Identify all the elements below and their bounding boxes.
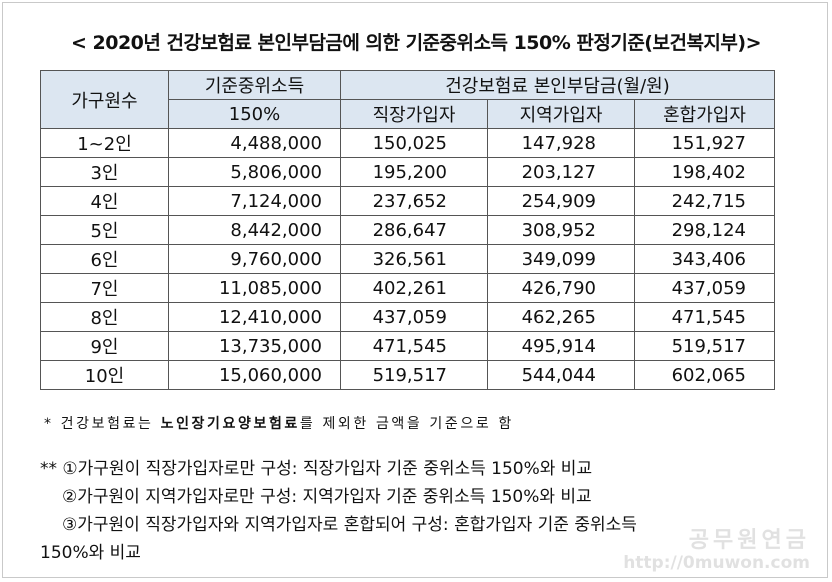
cell-regional: 462,265	[487, 302, 635, 332]
cell-median: 5,806,000	[168, 157, 341, 187]
cell-median: 8,442,000	[168, 215, 341, 245]
cell-mixed: 602,065	[634, 360, 775, 390]
table-row: 3인 5,806,000 195,200 203,127 198,402	[40, 157, 775, 187]
cell-household: 6인	[40, 244, 169, 274]
composition-note-2: ②가구원이 지역가입자로만 구성: 지역가입자 기준 중위소득 150%와 비교	[62, 487, 592, 507]
cell-employee: 326,561	[340, 244, 488, 274]
cell-mixed: 519,517	[634, 331, 775, 361]
premium-note: * 건강보험료는 노인장기요양보험료를 제외한 금액을 기준으로 함	[44, 413, 514, 433]
table-row: 8인 12,410,000 437,059 462,265 471,545	[40, 302, 775, 332]
header-premium-group: 건강보험료 본인부담금(월/원)	[340, 70, 775, 100]
income-criteria-table: 가구원수 기준중위소득 건강보험료 본인부담금(월/원) 150% 직장가입자 …	[40, 70, 775, 390]
header-household: 가구원수	[40, 70, 169, 129]
table-row: 5인 8,442,000 286,647 308,952 298,124	[40, 215, 775, 245]
cell-regional: 203,127	[487, 157, 635, 187]
cell-median: 13,735,000	[168, 331, 341, 361]
cell-regional: 254,909	[487, 186, 635, 216]
cell-employee: 195,200	[340, 157, 488, 187]
cell-mixed: 343,406	[634, 244, 775, 274]
table-row: 10인 15,060,000 519,517 544,044 602,065	[40, 360, 775, 390]
table-row: 9인 13,735,000 471,545 495,914 519,517	[40, 331, 775, 361]
cell-regional: 349,099	[487, 244, 635, 274]
cell-household: 8인	[40, 302, 169, 332]
cell-household: 10인	[40, 360, 169, 390]
cell-household: 5인	[40, 215, 169, 245]
table-row: 4인 7,124,000 237,652 254,909 242,715	[40, 186, 775, 216]
table-row: 1~2인 4,488,000 150,025 147,928 151,927	[40, 128, 775, 158]
table-header-row: 가구원수 기준중위소득 건강보험료 본인부담금(월/원)	[40, 70, 775, 129]
cell-median: 12,410,000	[168, 302, 341, 332]
header-regional: 지역가입자	[487, 99, 635, 129]
cell-mixed: 298,124	[634, 215, 775, 245]
composition-note-4: 150%와 비교	[40, 543, 141, 563]
cell-mixed: 471,545	[634, 302, 775, 332]
watermark-logo: 공무원연금	[688, 528, 810, 553]
watermark-url: http://0muwon.com	[623, 553, 810, 573]
header-median-line1: 기준중위소득	[168, 70, 341, 100]
table-row: 6인 9,760,000 326,561 349,099 343,406	[40, 244, 775, 274]
cell-regional: 147,928	[487, 128, 635, 158]
watermark: 공무원연금 http://0muwon.com	[623, 530, 810, 574]
cell-household: 1~2인	[40, 128, 169, 158]
header-employee: 직장가입자	[340, 99, 488, 129]
cell-regional: 308,952	[487, 215, 635, 245]
cell-mixed: 198,402	[634, 157, 775, 187]
cell-regional: 426,790	[487, 273, 635, 303]
cell-household: 4인	[40, 186, 169, 216]
cell-mixed: 437,059	[634, 273, 775, 303]
cell-household: 7인	[40, 273, 169, 303]
cell-mixed: 242,715	[634, 186, 775, 216]
cell-employee: 471,545	[340, 331, 488, 361]
cell-median: 9,760,000	[168, 244, 341, 274]
cell-median: 7,124,000	[168, 186, 341, 216]
composition-note-1: ** ①가구원이 직장가입자로만 구성: 직장가입자 기준 중위소득 150%와…	[40, 459, 593, 479]
cell-median: 11,085,000	[168, 273, 341, 303]
cell-regional: 544,044	[487, 360, 635, 390]
header-mixed: 혼합가입자	[634, 99, 775, 129]
page-title: < 2020년 건강보험료 본인부담금에 의한 기준중위소득 150% 판정기준…	[70, 32, 762, 54]
composition-notes: ** ①가구원이 직장가입자로만 구성: 직장가입자 기준 중위소득 150%와…	[40, 455, 800, 567]
cell-mixed: 151,927	[634, 128, 775, 158]
cell-household: 3인	[40, 157, 169, 187]
cell-employee: 519,517	[340, 360, 488, 390]
cell-employee: 150,025	[340, 128, 488, 158]
table-row: 7인 11,085,000 402,261 426,790 437,059	[40, 273, 775, 303]
cell-employee: 437,059	[340, 302, 488, 332]
cell-median: 4,488,000	[168, 128, 341, 158]
cell-employee: 286,647	[340, 215, 488, 245]
cell-employee: 237,652	[340, 186, 488, 216]
cell-employee: 402,261	[340, 273, 488, 303]
cell-median: 15,060,000	[168, 360, 341, 390]
header-median-line2: 150%	[168, 99, 341, 129]
premium-note-bold: 노인장기요양보험료	[160, 416, 300, 432]
cell-regional: 495,914	[487, 331, 635, 361]
cell-household: 9인	[40, 331, 169, 361]
premium-note-suffix: 를 제외한 금액을 기준으로 함	[299, 416, 514, 432]
premium-note-prefix: * 건강보험료는	[44, 416, 161, 432]
composition-note-3: ③가구원이 직장가입자와 지역가입자로 혼합되어 구성: 혼합가입자 기준 중위…	[62, 515, 637, 535]
